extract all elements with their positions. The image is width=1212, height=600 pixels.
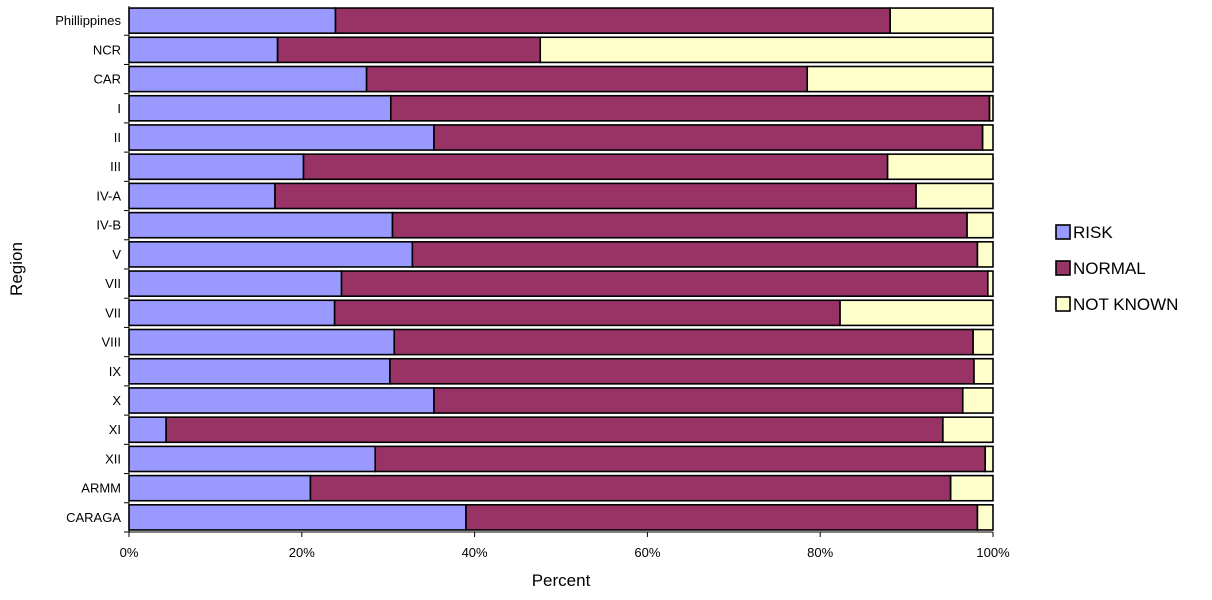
bar-segment-risk xyxy=(128,328,396,356)
x-tick-labels: 0% 20% 40% 60% 80% 100% xyxy=(120,532,1010,560)
bar-segment-not-known xyxy=(889,7,994,34)
bar-segment-not-known xyxy=(915,182,994,210)
bar-segment-risk xyxy=(128,7,337,34)
bar-segment-risk xyxy=(128,153,305,181)
bar-segment-not-known xyxy=(839,299,994,327)
bar-segment-not-known xyxy=(961,387,994,414)
bar-segment-risk xyxy=(128,357,391,385)
x-tick-label: 0% xyxy=(120,545,139,560)
legend: RISK NORMAL NOT KNOWN xyxy=(1055,223,1178,314)
category-label: ARMM xyxy=(81,481,121,496)
bar-segment-not-known xyxy=(984,445,994,473)
x-axis-title: Percent xyxy=(532,571,591,590)
x-tick-label: 80% xyxy=(807,545,833,560)
bar-segment-risk xyxy=(128,270,343,297)
category-label: NCR xyxy=(93,42,121,57)
bar-segment-not-known xyxy=(988,94,994,122)
bar-segment-risk xyxy=(128,124,435,151)
bar-segment-risk xyxy=(128,241,414,268)
bar-segment-normal xyxy=(374,445,987,473)
category-labels: PhillippinesNCRCARIIIIIIIV-AIV-BVVIIVIIV… xyxy=(55,13,129,533)
bar-segment-normal xyxy=(309,474,952,502)
x-tick-label: 40% xyxy=(462,545,488,560)
bar-segment-normal xyxy=(389,357,975,385)
bar-segment-risk xyxy=(128,445,377,473)
bar-segment-risk xyxy=(128,474,312,502)
category-label: IV-B xyxy=(96,218,121,233)
bar-segment-not-known xyxy=(886,153,994,181)
bar-segment-not-known xyxy=(806,65,994,93)
bars-group xyxy=(128,7,994,531)
category-label: IX xyxy=(109,364,122,379)
legend-label: RISK xyxy=(1073,223,1113,242)
bar-segment-not-known xyxy=(973,357,994,385)
bar-segment-normal xyxy=(389,94,991,122)
category-label: VIII xyxy=(101,335,121,350)
bar-segment-not-known xyxy=(972,328,994,356)
bar-segment-normal xyxy=(274,182,917,210)
category-label: I xyxy=(117,101,121,116)
y-axis-title: Region xyxy=(7,242,26,296)
x-tick-label: 100% xyxy=(976,545,1010,560)
category-label: III xyxy=(110,159,121,174)
bar-segment-not-known xyxy=(976,504,994,531)
category-label: VII xyxy=(105,276,121,291)
category-label: II xyxy=(114,130,121,145)
bar-segment-normal xyxy=(433,124,984,151)
category-label: X xyxy=(112,393,121,408)
bar-segment-risk xyxy=(128,211,394,239)
bar-segment-risk xyxy=(128,36,279,64)
bar-segment-risk xyxy=(128,94,392,122)
bar-segment-risk xyxy=(128,504,467,531)
bar-segment-normal xyxy=(302,153,889,181)
x-tick-label: 60% xyxy=(634,545,660,560)
legend-swatch xyxy=(1055,260,1071,276)
category-label: V xyxy=(112,247,121,262)
bar-segment-normal xyxy=(391,211,968,239)
category-label: CAR xyxy=(94,72,121,87)
bar-segment-not-known xyxy=(942,416,994,444)
bar-segment-normal xyxy=(276,36,542,64)
bar-segment-normal xyxy=(334,7,891,34)
category-label: IV-A xyxy=(96,188,121,203)
bar-segment-normal xyxy=(411,241,979,268)
category-label: CARAGA xyxy=(66,510,121,525)
legend-label: NORMAL xyxy=(1073,259,1146,278)
bar-segment-not-known xyxy=(949,474,994,502)
category-label: XII xyxy=(105,451,121,466)
bar-segment-risk xyxy=(128,387,435,414)
bar-segment-normal xyxy=(433,387,964,414)
x-tick-label: 20% xyxy=(289,545,315,560)
legend-swatch xyxy=(1055,296,1071,312)
bar-segment-risk xyxy=(128,416,167,444)
bar-segment-not-known xyxy=(976,241,994,268)
bar-segment-normal xyxy=(393,328,974,356)
bar-segment-not-known xyxy=(539,36,994,64)
category-label: Phillippines xyxy=(55,13,121,28)
bar-segment-risk xyxy=(128,65,368,93)
bar-segment-normal xyxy=(165,416,944,444)
legend-label: NOT KNOWN xyxy=(1073,295,1178,314)
category-label: XI xyxy=(109,422,121,437)
bar-segment-not-known xyxy=(981,124,994,151)
bar-segment-risk xyxy=(128,299,336,327)
bar-segment-not-known xyxy=(987,270,994,297)
bar-segment-normal xyxy=(365,65,809,93)
category-label: VII xyxy=(105,305,121,320)
bar-segment-normal xyxy=(333,299,841,327)
legend-swatch xyxy=(1055,224,1071,240)
bar-segment-risk xyxy=(128,182,276,210)
bar-segment-normal xyxy=(340,270,989,297)
bar-segment-not-known xyxy=(966,211,994,239)
bar-segment-normal xyxy=(465,504,979,531)
